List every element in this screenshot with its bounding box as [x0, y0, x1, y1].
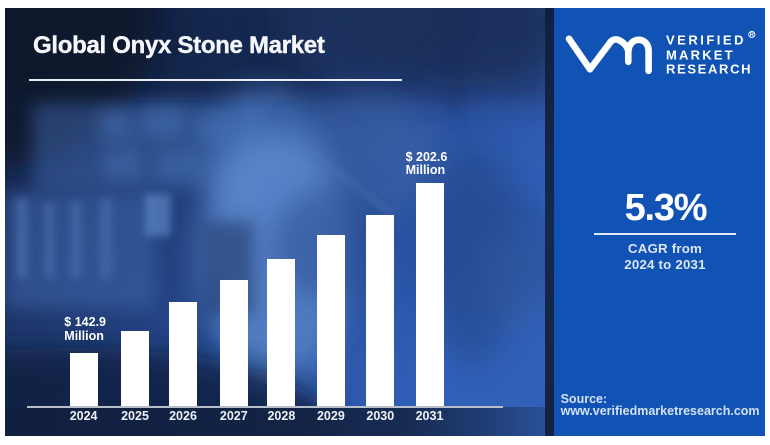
svg-text:RESEARCH: RESEARCH: [666, 62, 752, 77]
svg-text:VERIFIED: VERIFIED: [666, 32, 746, 47]
svg-text:R: R: [750, 33, 754, 39]
svg-text:MARKET: MARKET: [666, 47, 735, 62]
